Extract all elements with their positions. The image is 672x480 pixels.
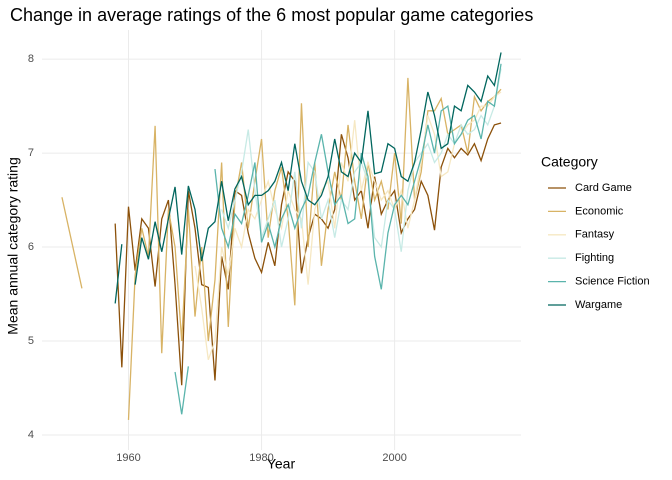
legend-label: Fighting: [575, 252, 614, 264]
chart-title: Change in average ratings of the 6 most …: [10, 5, 533, 25]
legend-label: Science Fiction: [575, 276, 650, 288]
legend-label: Wargame: [575, 299, 622, 311]
series-line: [61, 77, 502, 420]
x-tick-label: 2000: [382, 452, 406, 464]
legend-title: Category: [541, 154, 598, 170]
x-tick-label: 1960: [116, 452, 140, 464]
x-tick-label: 1980: [249, 452, 273, 464]
y-tick-label: 4: [28, 429, 34, 441]
series-line: [114, 52, 502, 304]
x-axis-title: Year: [267, 456, 296, 472]
series-line: [174, 63, 502, 415]
y-tick-label: 8: [28, 53, 34, 65]
y-tick-label: 6: [28, 241, 34, 253]
y-tick-label: 7: [28, 147, 34, 159]
y-axis-title: Mean annual category rating: [5, 157, 21, 334]
series-line: [194, 91, 502, 361]
legend-label: Card Game: [575, 182, 632, 194]
y-tick-label: 5: [28, 335, 34, 347]
grid: [42, 30, 521, 450]
legend-label: Economic: [575, 205, 624, 217]
legend-label: Fantasy: [575, 229, 615, 241]
